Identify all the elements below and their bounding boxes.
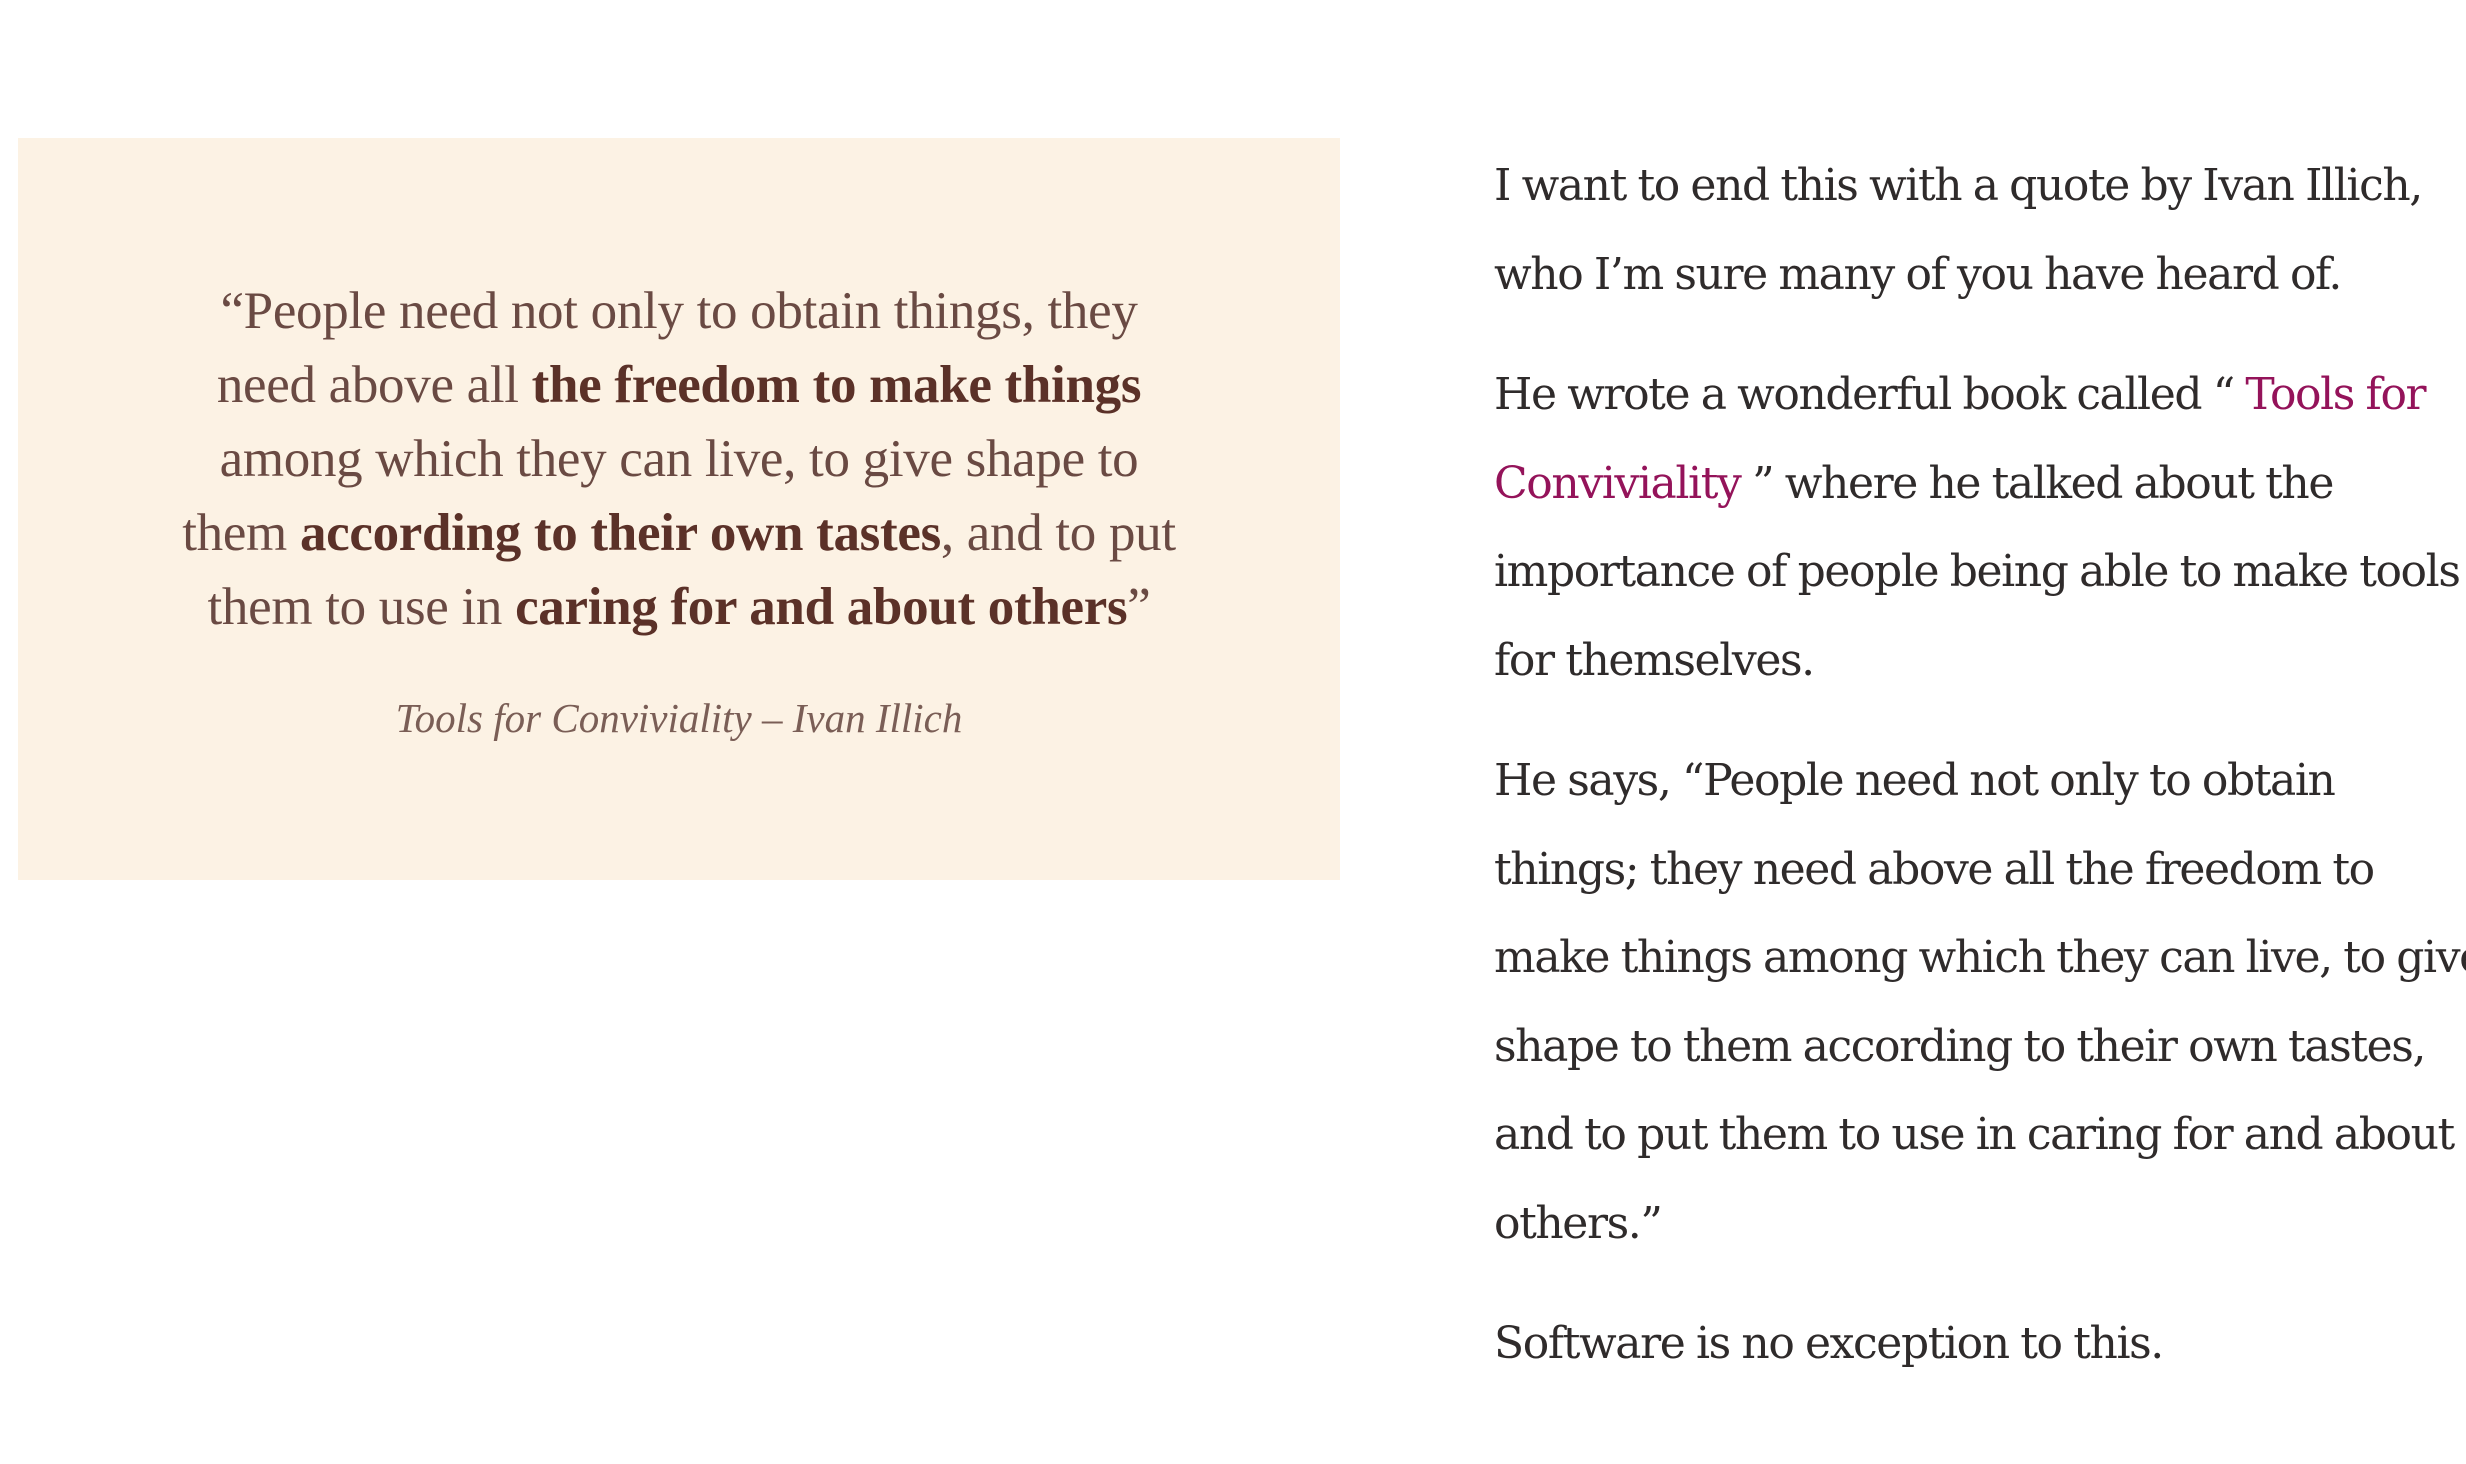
quote-text-bold: according to their own tastes bbox=[299, 504, 941, 562]
quote-text: “People need not only to obtain things, … bbox=[98, 274, 1260, 644]
text-line: who I’m sure many of you have heard of. bbox=[1494, 248, 2342, 300]
quote-line: “People need not only to obtain things, … bbox=[98, 274, 1260, 348]
quote-text-plain: “People need not only to obtain things, … bbox=[220, 282, 1138, 340]
quote-line: them to use in caring for and about othe… bbox=[98, 570, 1260, 644]
text-line: He wrote a wonderful book called “ Tools… bbox=[1494, 351, 2454, 440]
text-line: importance of people being able to make … bbox=[1494, 546, 2461, 597]
paragraph: Software is no exception to this. bbox=[1494, 1300, 2454, 1389]
article-body: I want to end this with a quote by Ivan … bbox=[1494, 142, 2466, 1421]
quote-text-plain: ” bbox=[1127, 578, 1151, 636]
paragraph: I want to end this with a quote by Ivan … bbox=[1494, 142, 2454, 319]
text-line: and to put them to use in caring for and… bbox=[1494, 1109, 2455, 1160]
quote-text-bold: caring for and about others bbox=[515, 578, 1128, 636]
quote-card: “People need not only to obtain things, … bbox=[18, 138, 1340, 880]
text-line: others.” bbox=[1494, 1197, 1663, 1249]
quote-text-bold: the freedom to make things bbox=[531, 356, 1142, 414]
text-segment: ” where he talked about the bbox=[1740, 457, 2334, 509]
quote-text-plain: among which they can live, to give shape… bbox=[219, 430, 1139, 488]
book-link-tools-for-conviviality-continued[interactable]: Conviviality bbox=[1494, 457, 1742, 509]
text-line: for themselves. bbox=[1494, 634, 1815, 686]
quote-text-plain: need above all bbox=[216, 356, 532, 414]
book-link-tools-for-conviviality[interactable]: Tools for bbox=[2245, 369, 2426, 420]
quote-line: need above all the freedom to make thing… bbox=[98, 348, 1260, 422]
text-line: shape to them according to their own tas… bbox=[1494, 1020, 2426, 1072]
quote-text-plain: , and to put bbox=[940, 504, 1176, 562]
text-line: He says, “People need not only to obtain bbox=[1494, 755, 2336, 806]
text-line: make things among which they can live, t… bbox=[1494, 932, 2466, 983]
text-line: I want to end this with a quote by Ivan … bbox=[1494, 160, 2423, 211]
text-line: things; they need above all the freedom … bbox=[1494, 843, 2375, 895]
paragraph: He says, “People need not only to obtain… bbox=[1494, 737, 2466, 1268]
paragraph: He wrote a wonderful book called “ Tools… bbox=[1494, 351, 2461, 705]
text-segment: He wrote a wonderful book called “ bbox=[1494, 369, 2246, 420]
text-line: Software is no exception to this. bbox=[1494, 1318, 2164, 1369]
quote-line: them according to their own tastes, and … bbox=[98, 496, 1260, 570]
quote-text-plain: them bbox=[182, 504, 300, 562]
quote-line: among which they can live, to give shape… bbox=[98, 422, 1260, 496]
quote-attribution: Tools for Conviviality – Ivan Illich bbox=[395, 695, 963, 741]
quote-text-plain: them to use in bbox=[207, 578, 516, 636]
text-line: Conviviality ” where he talked about the bbox=[1494, 440, 2454, 529]
